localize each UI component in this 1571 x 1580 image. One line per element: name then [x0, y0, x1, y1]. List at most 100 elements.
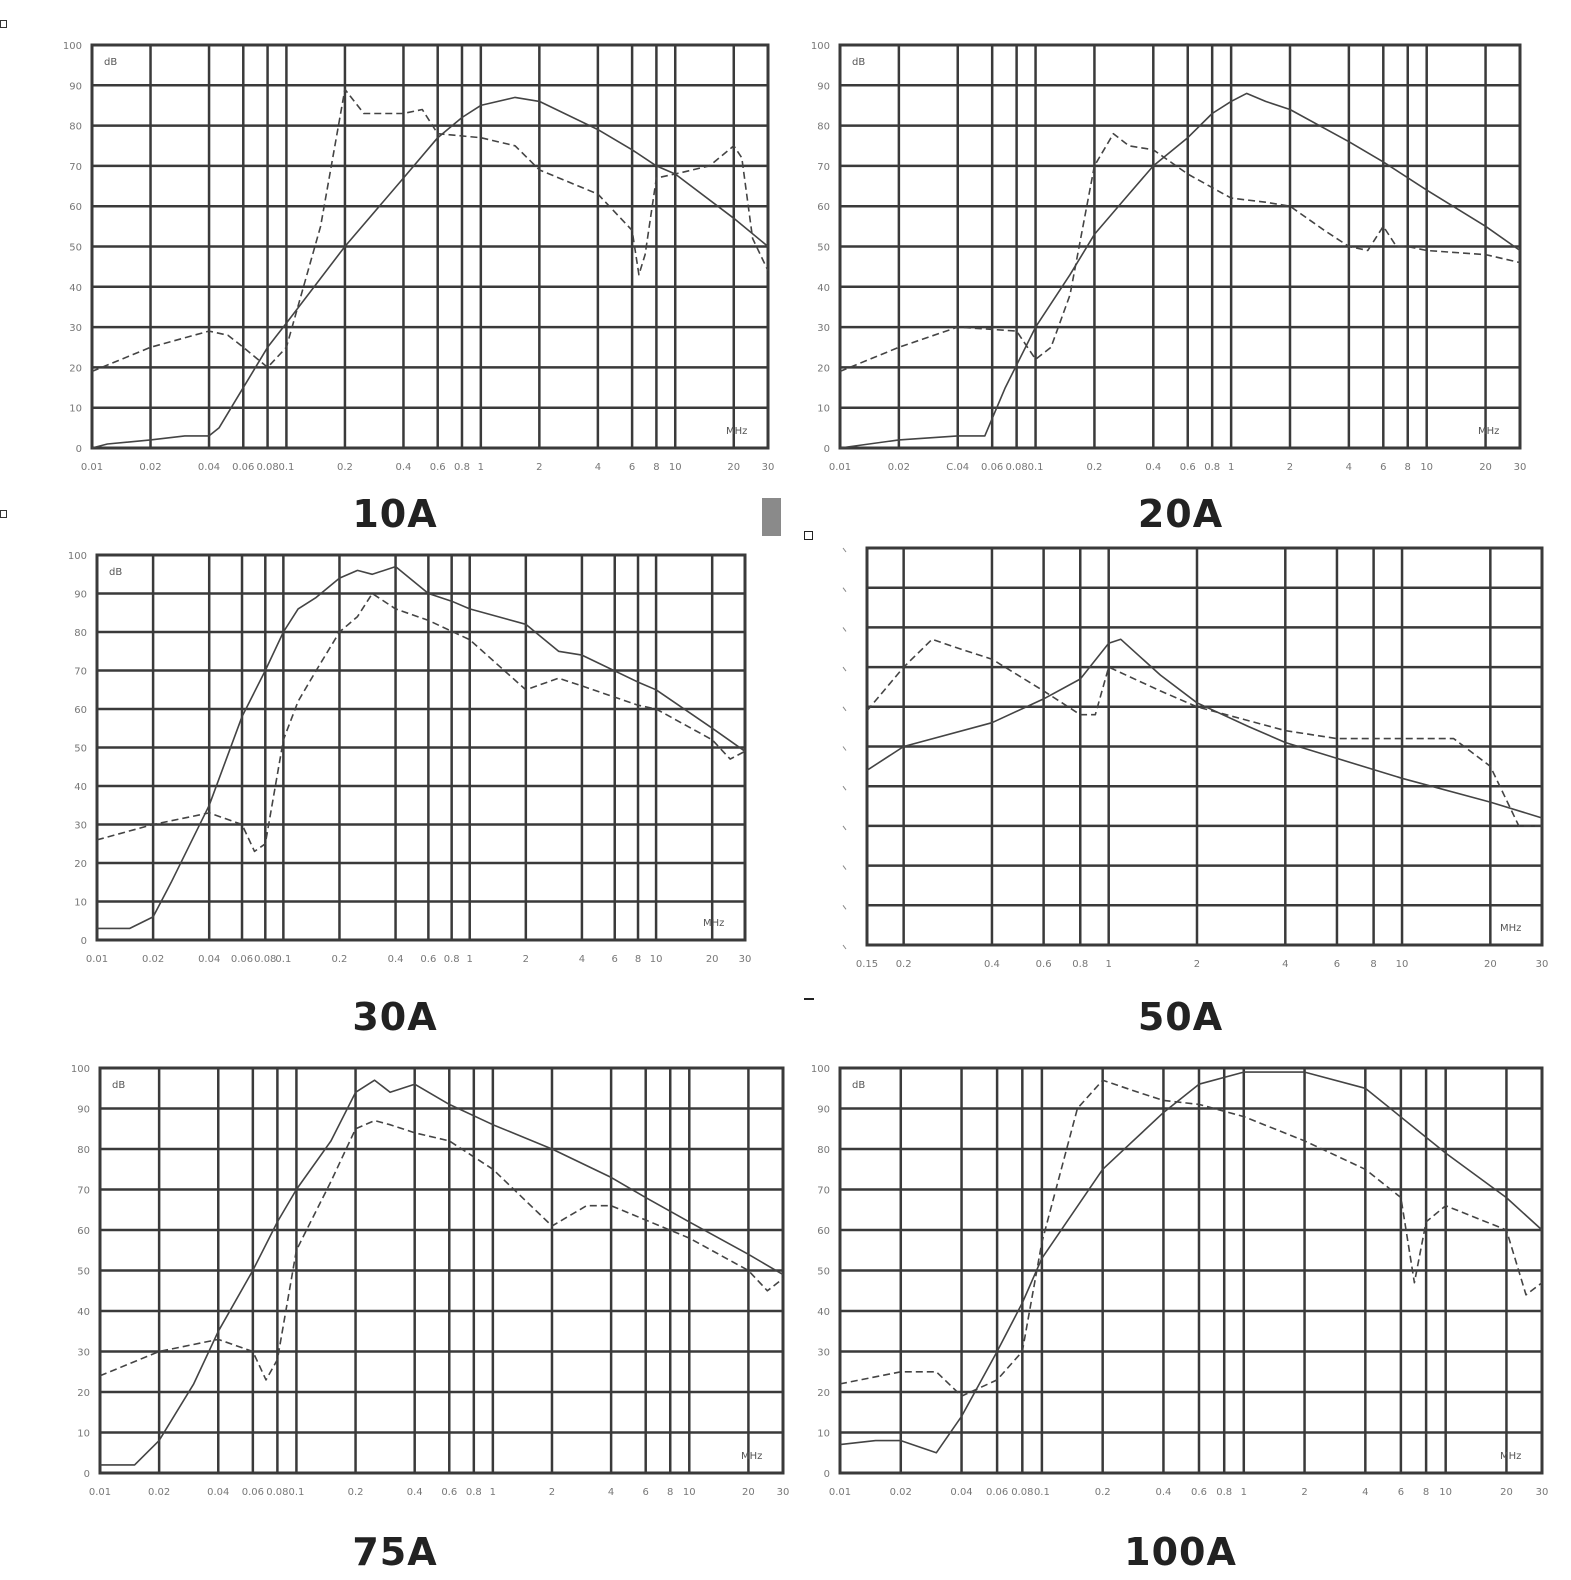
- x-tick-label: 1: [1241, 1487, 1247, 1498]
- x-tick-label: 30: [1536, 959, 1549, 970]
- x-tick-label: 0.08: [256, 462, 278, 473]
- y-tick-label: 40: [77, 1307, 90, 1318]
- x-tick-label: 2: [1301, 1487, 1307, 1498]
- x-tick-label: 10: [1420, 462, 1433, 473]
- series-line-solid: [839, 92, 1521, 449]
- y-tick-label: 80: [77, 1145, 90, 1156]
- y-tick-mark: [842, 746, 847, 751]
- x-tick-label: 6: [612, 954, 618, 965]
- scan-mark: [762, 498, 781, 536]
- chart-title-75a: 75A: [352, 1530, 438, 1574]
- x-tick-label: 10: [1439, 1487, 1452, 1498]
- x-tick-label: 0.2: [1086, 462, 1102, 473]
- x-tick-label: 0.02: [890, 1487, 912, 1498]
- y-tick-label: 80: [74, 628, 87, 639]
- x-tick-label: 0.08: [254, 954, 276, 965]
- y-tick-label: 30: [817, 323, 830, 334]
- x-unit-label: MHz: [1500, 1451, 1521, 1462]
- y-tick-label: 70: [74, 667, 87, 678]
- x-tick-label: 8: [1370, 959, 1376, 970]
- y-unit-label: dB: [104, 57, 117, 68]
- x-tick-label: 2: [536, 462, 542, 473]
- y-tick-label: 70: [817, 162, 830, 173]
- x-tick-label: 0.8: [1072, 959, 1088, 970]
- y-tick-label: 80: [817, 122, 830, 133]
- x-tick-label: 0.4: [396, 462, 412, 473]
- x-tick-label: 10: [650, 954, 663, 965]
- y-tick-label: 10: [74, 898, 87, 909]
- x-tick-label: 1: [490, 1487, 496, 1498]
- chart-panel-100a: 0 10 20 30 40 50 60 70 80 90 100 0.01 0.02 0.04 0.06 0.…: [790, 1050, 1571, 1580]
- x-tick-label: 10: [683, 1487, 696, 1498]
- x-unit-label: MHz: [726, 426, 747, 437]
- y-tick-label: 70: [77, 1186, 90, 1197]
- x-tick-label: 0.4: [388, 954, 404, 965]
- x-tick-label: 4: [608, 1487, 614, 1498]
- chart-50a: 0.15 0.2 0.4 0.6 0.8 1 2 4 6 8 10 20 30 MHz: [842, 546, 1549, 970]
- x-tick-label: 20: [1479, 462, 1492, 473]
- x-tick-label: 2: [549, 1487, 555, 1498]
- y-tick-label: 50: [77, 1267, 90, 1278]
- x-tick-label: 6: [1398, 1487, 1404, 1498]
- x-tick-label: 30: [739, 954, 752, 965]
- x-tick-label: 0.04: [950, 1487, 972, 1498]
- y-tick-label: 10: [77, 1429, 90, 1440]
- y-tick-label: 60: [77, 1226, 90, 1237]
- y-tick-label: 60: [817, 202, 830, 213]
- x-tick-label: 0.06: [986, 1487, 1008, 1498]
- x-tick-label: 0.6: [441, 1487, 457, 1498]
- y-tick-label: 20: [74, 859, 87, 870]
- x-tick-label: 0.06: [981, 462, 1003, 473]
- chart-panel-75a: 0 10 20 30 40 50 60 70 80 90 100 0.01 0.02 0.04 0.06 0.…: [0, 1050, 790, 1580]
- x-tick-label: 8: [653, 462, 659, 473]
- y-unit-label: dB: [109, 567, 122, 578]
- y-tick-label: 20: [817, 1388, 830, 1399]
- x-tick-label: 10: [1396, 959, 1409, 970]
- x-tick-label: 0.02: [888, 462, 910, 473]
- x-tick-label: 6: [1334, 959, 1340, 970]
- x-tick-label: 20: [1500, 1487, 1513, 1498]
- x-tick-label: 0.2: [348, 1487, 364, 1498]
- y-tick-label: 80: [69, 122, 82, 133]
- x-tick-label: 0.6: [420, 954, 436, 965]
- y-tick-label: 60: [817, 1226, 830, 1237]
- y-tick-label: 20: [817, 363, 830, 374]
- y-tick-label: 90: [817, 1105, 830, 1116]
- y-unit-label: dB: [852, 57, 865, 68]
- y-tick-mark: [842, 547, 847, 553]
- y-tick-label: 50: [74, 744, 87, 755]
- y-tick-mark: [842, 587, 847, 593]
- x-tick-label: 0.8: [466, 1487, 482, 1498]
- x-tick-label: 1: [478, 462, 484, 473]
- y-tick-label: 50: [817, 243, 830, 254]
- x-tick-label: 2: [1287, 462, 1293, 473]
- x-tick-label: 0.04: [198, 954, 220, 965]
- chart-title-100a: 100A: [1124, 1530, 1237, 1574]
- x-tick-label: 0.02: [142, 954, 164, 965]
- y-tick-label: 90: [69, 81, 82, 92]
- x-tick-label: 4: [1282, 959, 1288, 970]
- scan-mark: [0, 20, 7, 28]
- chart-panel-30a: 0 10 20 30 40 50 60 70 80 90 100 0.01 0.02 0.04 0.06 0.…: [0, 540, 790, 1050]
- series-line-dashed: [99, 1119, 784, 1381]
- series-line-solid: [97, 565, 746, 930]
- y-tick-label: 100: [68, 551, 87, 562]
- x-tick-label: 1: [1106, 959, 1112, 970]
- y-tick-label: 100: [63, 41, 82, 52]
- series-line-dashed: [91, 88, 769, 373]
- y-tick-label: 50: [69, 243, 82, 254]
- x-tick-label: 20: [742, 1487, 755, 1498]
- y-tick-label: 10: [69, 404, 82, 415]
- x-tick-label: 8: [1423, 1487, 1429, 1498]
- x-tick-label: 0.01: [89, 1487, 111, 1498]
- x-tick-label: 1: [1228, 462, 1234, 473]
- y-tick-label: 90: [77, 1105, 90, 1116]
- x-tick-label: 6: [643, 1487, 649, 1498]
- chart-title-10a: 10A: [352, 492, 438, 536]
- x-tick-label: 8: [667, 1487, 673, 1498]
- y-tick-mark: [842, 904, 847, 910]
- x-tick-label: 0.8: [1216, 1487, 1232, 1498]
